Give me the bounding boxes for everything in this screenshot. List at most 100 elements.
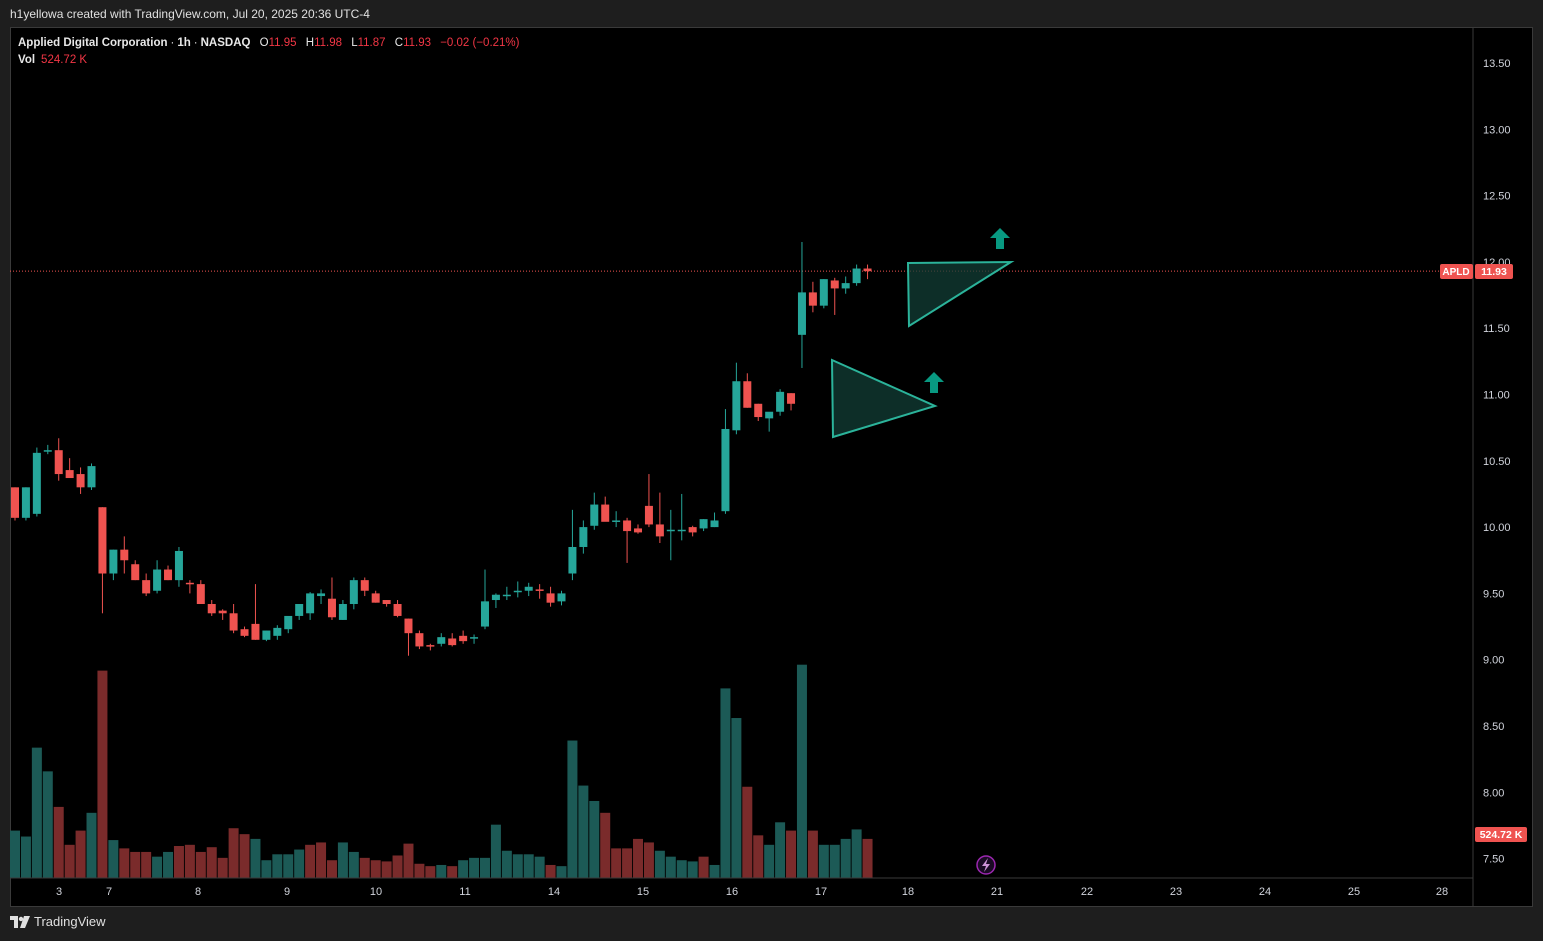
candle — [229, 604, 238, 634]
candle — [590, 492, 599, 530]
volume-bar — [326, 860, 337, 878]
volume-bar — [261, 860, 272, 878]
legend-row-volume: Vol 524.72 K — [18, 52, 519, 69]
volume-tag-value: 524.72 K — [1480, 829, 1523, 841]
volume-bar — [272, 854, 283, 878]
candle-body — [393, 604, 402, 616]
candle — [76, 467, 85, 494]
interval-label[interactable]: 1h — [177, 37, 191, 49]
candle — [535, 584, 544, 599]
volume-bar — [643, 842, 654, 878]
candle-body — [601, 504, 610, 522]
pennant-triangle-1 — [830, 358, 938, 439]
candle-body — [623, 520, 632, 532]
price-tick-label: 10.00 — [1483, 522, 1511, 534]
candle — [623, 517, 632, 563]
volume-bar — [86, 812, 97, 878]
candle-body — [404, 618, 413, 634]
price-tick-label: 9.00 — [1483, 655, 1504, 667]
candle-body — [251, 623, 260, 640]
volume-bar — [818, 844, 829, 878]
candle — [480, 569, 489, 630]
volume-bar — [414, 863, 425, 878]
candle — [338, 600, 347, 620]
volume-bar — [119, 848, 130, 878]
low-value: 11.87 — [357, 37, 386, 49]
lightning-icon[interactable] — [976, 855, 996, 875]
volume-bar — [173, 846, 184, 878]
high-value: 11.98 — [314, 37, 342, 49]
candle-body — [787, 393, 796, 404]
volume-bar — [665, 856, 676, 878]
candle — [863, 264, 872, 280]
price-tick-label: 8.00 — [1483, 787, 1504, 799]
candle — [196, 580, 205, 605]
candle — [546, 586, 555, 607]
volume-bar — [840, 838, 851, 878]
exchange-label: NASDAQ — [200, 37, 251, 49]
volume-bar — [654, 850, 665, 878]
volume-bar — [370, 860, 381, 878]
symbol-name[interactable]: Applied Digital Corporation — [18, 37, 168, 49]
candle — [371, 590, 380, 603]
candle — [306, 592, 315, 620]
price-tick-label: 11.50 — [1483, 323, 1510, 335]
candle-body — [557, 593, 566, 602]
candle — [524, 582, 533, 597]
volume-bar — [458, 860, 469, 878]
time-tick-label: 16 — [726, 886, 738, 898]
candle — [677, 493, 686, 541]
footer-logo[interactable]: TradingView — [10, 914, 106, 929]
volume-bar — [359, 857, 370, 878]
candle — [32, 447, 41, 517]
candle — [11, 487, 19, 521]
candle-body — [218, 610, 227, 614]
candlestick-chart[interactable]: 7.50 8.00 8.50 9.00 9.50 10.00 10.50 11.00 11.50… — [10, 27, 1533, 907]
candle-body — [295, 604, 304, 616]
volume-bar — [42, 771, 53, 878]
candle-body — [568, 546, 577, 574]
price-tag: APLD 11.93 — [1440, 264, 1513, 279]
candle — [273, 625, 282, 640]
pennant-triangle-2 — [906, 260, 1015, 328]
volume-bar — [294, 849, 305, 878]
candle — [437, 633, 446, 647]
candle — [557, 590, 566, 606]
candle — [634, 524, 643, 534]
candle-body — [131, 564, 140, 581]
candle — [819, 279, 828, 309]
candle-body — [76, 474, 85, 488]
candle-body — [240, 629, 249, 636]
candle — [98, 507, 107, 614]
candle-body — [196, 584, 205, 605]
up-arrow-icon — [924, 372, 944, 393]
volume-bar — [20, 836, 31, 878]
volume-bar — [479, 857, 490, 878]
volume-bar — [720, 688, 731, 878]
volume-bar — [676, 860, 687, 878]
candle-body — [863, 268, 872, 272]
candle — [732, 362, 741, 435]
candle — [830, 277, 839, 315]
candle — [688, 525, 697, 537]
volume-bar — [195, 851, 206, 878]
time-tick-label: 9 — [284, 886, 290, 898]
price-tick-label: 12.50 — [1483, 191, 1511, 203]
candle-body — [666, 529, 675, 532]
candle-body — [207, 604, 216, 614]
candle-body — [634, 528, 643, 533]
candle-body — [284, 615, 293, 630]
volume-bar — [698, 856, 709, 878]
volume-bar — [501, 850, 512, 878]
volume-label: Vol — [18, 54, 36, 66]
volume-bar — [589, 800, 600, 878]
time-tick-label: 17 — [815, 886, 827, 898]
volume-bar — [10, 830, 20, 878]
volume-bar — [469, 857, 480, 878]
volume-bar — [490, 824, 501, 878]
volume-bar — [709, 864, 720, 878]
candle-body — [852, 268, 861, 284]
candle — [655, 492, 664, 544]
candle-body — [765, 411, 774, 419]
candle — [262, 630, 271, 642]
